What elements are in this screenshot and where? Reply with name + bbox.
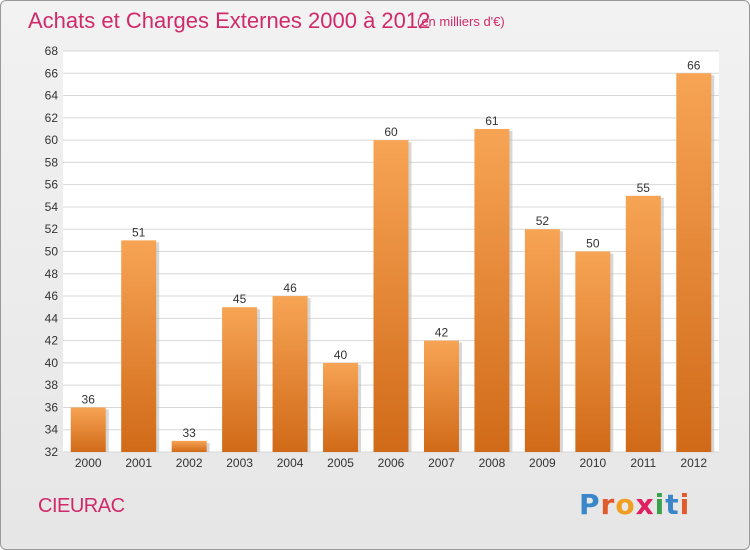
value-label: 61: [485, 114, 499, 128]
value-label: 55: [637, 181, 651, 195]
x-tick-label: 2012: [680, 456, 707, 470]
y-tick-label: 32: [45, 445, 59, 459]
y-tick-label: 62: [45, 111, 59, 125]
y-tick-label: 38: [45, 378, 59, 392]
y-tick-label: 48: [45, 267, 59, 281]
y-tick-label: 52: [45, 222, 59, 236]
x-tick-label: 2008: [479, 456, 506, 470]
y-tick-label: 36: [45, 400, 59, 414]
chart-title: Achats et Charges Externes 2000 à 2012: [28, 8, 431, 33]
y-tick-label: 42: [45, 334, 59, 348]
value-label: 33: [182, 426, 196, 440]
value-label: 60: [384, 125, 398, 139]
proxiti-logo: Proxiti: [579, 488, 690, 521]
bar-2003: [222, 307, 258, 452]
x-tick-label: 2001: [125, 456, 152, 470]
y-tick-label: 68: [45, 44, 59, 58]
y-tick-label: 58: [45, 155, 59, 169]
value-label: 52: [536, 214, 550, 228]
y-tick-label: 64: [45, 89, 59, 103]
x-tick-label: 2011: [630, 456, 656, 470]
x-tick-label: 2007: [428, 456, 455, 470]
x-tick-label: 2000: [75, 456, 102, 470]
logo-letter: o: [615, 488, 636, 521]
place-name: CIEURAC: [38, 495, 125, 517]
logo-letter: x: [635, 488, 655, 521]
logo-letter: r: [600, 488, 616, 521]
bar-2007: [423, 340, 459, 452]
logo-letter: i: [679, 488, 691, 521]
logo-letter: i: [654, 488, 666, 521]
y-tick-label: 56: [45, 178, 59, 192]
bar-2000: [70, 407, 106, 452]
x-tick-label: 2009: [529, 456, 556, 470]
x-axis-tick-labels: 2000 2001 2002 2003 2004 2005 2006 2007 2008 2009…: [75, 456, 708, 470]
y-tick-label: 60: [45, 133, 59, 147]
bar-2006: [373, 140, 409, 452]
value-label: 46: [283, 281, 297, 295]
y-tick-label: 40: [45, 356, 59, 370]
bar-2012: [676, 73, 712, 453]
y-tick-label: 34: [45, 423, 59, 437]
value-label: 40: [334, 348, 348, 362]
x-tick-label: 2004: [277, 456, 304, 470]
y-tick-label: 50: [45, 245, 59, 259]
unit-note: (en milliers d'€): [417, 14, 505, 29]
bar-2001: [121, 240, 157, 452]
bar-2010: [575, 251, 611, 452]
logo-letter: P: [579, 488, 601, 521]
value-label: 51: [132, 225, 146, 239]
x-tick-label: 2005: [327, 456, 354, 470]
bar-2004: [272, 296, 308, 452]
x-tick-label: 2003: [226, 456, 253, 470]
bar-2009: [524, 229, 560, 452]
bar-2008: [474, 128, 510, 452]
y-tick-label: 54: [45, 200, 59, 214]
y-tick-label: 66: [45, 66, 59, 80]
y-tick-label: 46: [45, 289, 59, 303]
value-label: 42: [435, 326, 449, 340]
x-tick-label: 2006: [378, 456, 405, 470]
bar-2011: [625, 195, 661, 453]
value-label: 45: [233, 292, 247, 306]
x-tick-label: 2010: [579, 456, 606, 470]
bar-value-labels: 36 51 33 45 46 40 60 42 61 52 50 55 66: [82, 58, 701, 440]
bar-2005: [323, 362, 359, 452]
value-label: 36: [82, 392, 96, 406]
value-label: 50: [586, 237, 600, 251]
y-tick-label: 44: [45, 311, 59, 325]
bar-2002: [171, 440, 207, 452]
y-axis-tick-labels: 32 34 36 38 40 42 44 46 48 50 52 54 56 58 60 62 64 66 68: [45, 44, 59, 459]
value-label: 66: [687, 58, 701, 72]
logo-letter: t: [665, 488, 680, 521]
x-tick-label: 2002: [176, 456, 203, 470]
bars: [70, 73, 715, 453]
